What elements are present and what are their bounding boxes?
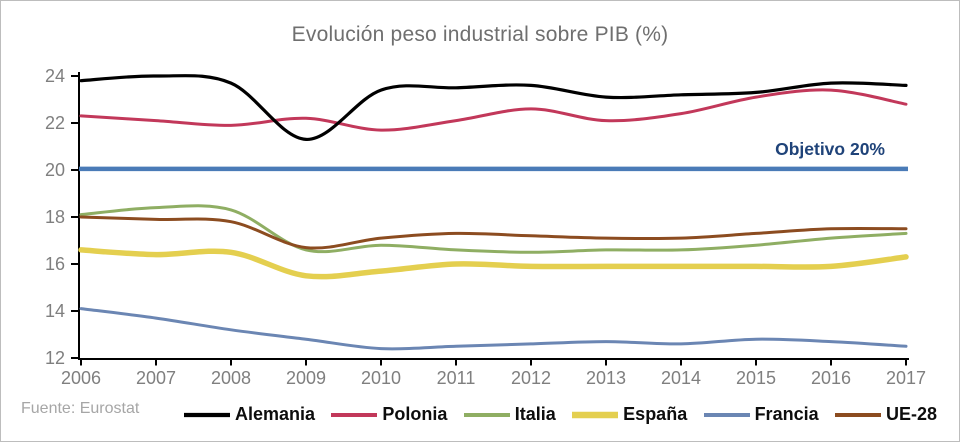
y-axis-label: 20: [45, 160, 65, 180]
legend-label-alemania: Alemania: [235, 404, 316, 424]
series-line-francia: [79, 307, 908, 351]
series-line-ue-28: [79, 215, 908, 250]
target-line-label: Objetivo 20%: [775, 139, 885, 159]
legend-swatch-polonia: [331, 412, 378, 417]
x-axis-label: 2013: [586, 368, 626, 388]
legend-item-espana: España: [572, 404, 687, 425]
x-axis-label: 2008: [211, 368, 251, 388]
legend-swatch-alemania: [184, 412, 230, 417]
series-line-italia: [79, 204, 908, 254]
legend-label-polonia: Polonia: [382, 404, 448, 424]
y-axis-label: 18: [45, 207, 65, 227]
x-axis-label: 2009: [286, 368, 326, 388]
legend: Alemania Polonia Italia España Francia UE-28: [184, 404, 937, 425]
legend-item-ue-28: UE-28: [834, 404, 937, 425]
legend-swatch-italia: [463, 412, 510, 417]
y-axis-label: 12: [45, 348, 65, 368]
legend-swatch-ue-28: [834, 412, 881, 417]
x-axis-label: 2006: [61, 368, 101, 388]
x-axis-label: 2010: [361, 368, 401, 388]
x-axis-label: 2015: [736, 368, 776, 388]
legend-label-italia: Italia: [514, 404, 556, 424]
x-axis-label: 2016: [811, 368, 851, 388]
x-axis-label: 2014: [661, 368, 701, 388]
y-axis-label: 24: [45, 66, 65, 86]
series-line-polonia: [79, 88, 908, 132]
source-note: Fuente: Eurostat: [21, 400, 140, 417]
legend-item-italia: Italia: [463, 404, 556, 425]
legend-label-francia: Francia: [754, 404, 819, 424]
y-axis-label: 16: [45, 254, 65, 274]
legend-item-francia: Francia: [703, 404, 819, 425]
legend-item-polonia: Polonia: [331, 404, 447, 425]
x-axis-label: 2012: [511, 368, 551, 388]
chart-title: Evolución peso industrial sobre PIB (%): [291, 23, 669, 46]
x-axis-label: 2017: [886, 368, 926, 388]
y-axis-label: 14: [45, 301, 65, 321]
x-axis-label: 2007: [136, 368, 176, 388]
y-axis-label: 22: [45, 113, 65, 133]
legend-swatch-espana: [572, 411, 619, 418]
x-axis-label: 2011: [437, 368, 476, 388]
legend-label-ue-28: UE-28: [885, 404, 937, 424]
legend-item-alemania: Alemania: [184, 404, 315, 425]
series-line-espana: [78, 247, 909, 280]
legend-swatch-francia: [703, 412, 750, 417]
series-line-alemania: [79, 74, 908, 142]
legend-label-espana: España: [623, 404, 688, 424]
